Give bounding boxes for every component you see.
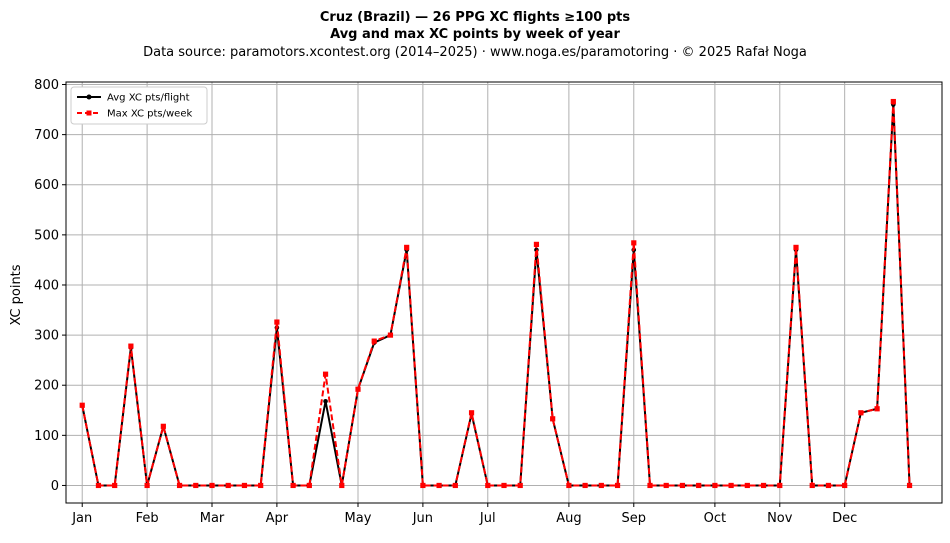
max-data-point (371, 338, 377, 344)
y-tick-label: 600 (34, 178, 59, 193)
max-data-point (906, 482, 913, 489)
max-data-point (241, 482, 248, 489)
max-data-point (533, 241, 540, 247)
x-tick-label: Oct (704, 511, 726, 526)
max-data-point (728, 482, 734, 489)
max-data-point (387, 332, 394, 338)
max-data-point (696, 482, 702, 489)
max-data-point (95, 482, 102, 489)
y-tick-label: 800 (34, 78, 59, 93)
max-data-point (160, 423, 166, 429)
x-tick-label: Mar (200, 511, 225, 526)
max-data-point (274, 319, 280, 325)
legend-max-label: Max XC pts/week (107, 109, 192, 120)
max-data-point (679, 482, 686, 489)
x-tick-label: Jun (412, 511, 433, 526)
max-data-point (306, 482, 312, 489)
x-tick-label: Jul (479, 511, 496, 526)
max-data-point (79, 402, 85, 408)
max-data-point (355, 386, 361, 392)
max-data-point (874, 406, 880, 412)
max-data-point (322, 371, 329, 377)
max-data-point (485, 482, 491, 489)
grid-layer (66, 82, 942, 503)
y-tick-label: 200 (34, 379, 59, 394)
max-data-point (842, 482, 848, 489)
x-tick-label: May (345, 511, 372, 526)
max-data-point (404, 244, 410, 250)
x-tick-label: Nov (767, 511, 793, 526)
max-series-line (81, 100, 911, 487)
max-data-point (566, 482, 572, 489)
y-tick-label: 100 (34, 429, 59, 444)
axis-layer: 0 100 200 300 400 500 600 700 800 Jan Feb Mar Apr May… (34, 78, 857, 526)
x-tick-label: Apr (266, 511, 289, 526)
max-data-point (209, 482, 215, 489)
max-data-point (112, 482, 118, 489)
series-layer (79, 98, 913, 489)
y-tick-label: 0 (51, 479, 59, 494)
max-data-point (712, 482, 718, 489)
max-data-point (517, 482, 523, 489)
max-data-point (777, 482, 783, 489)
max-data-point (225, 482, 231, 489)
x-tick-label: Sep (622, 511, 647, 526)
max-data-point (290, 482, 296, 489)
max-data-point (436, 482, 442, 489)
avg-data-point (323, 398, 328, 404)
chart-title: Cruz (Brazil) — 26 PPG XC flights ≥100 p… (320, 10, 631, 25)
x-tick-label: Jan (71, 511, 92, 526)
max-data-point (144, 482, 150, 489)
max-data-point (825, 482, 832, 489)
max-data-point (420, 482, 426, 489)
max-data-point (744, 482, 750, 489)
max-data-point (614, 482, 621, 489)
max-data-point (176, 482, 183, 489)
max-data-point (890, 98, 896, 105)
max-data-point (468, 410, 475, 416)
plot-frame (65, 81, 943, 504)
max-data-point (809, 482, 815, 489)
chart-source: Data source: paramotors.xcontest.org (20… (143, 45, 807, 60)
avg-series-line (81, 103, 911, 487)
legend-box (70, 86, 208, 125)
max-data-point (501, 482, 507, 489)
legend-avg-label: Avg XC pts/flight (107, 93, 190, 104)
x-tick-label: Feb (136, 511, 159, 526)
y-tick-label: 300 (34, 329, 59, 344)
max-data-point (631, 240, 637, 246)
max-data-point (858, 410, 864, 416)
y-tick-label: 700 (34, 128, 59, 143)
chart-legend: Avg XC pts/flight Max XC pts/week (70, 86, 208, 125)
max-data-point (582, 482, 588, 489)
max-data-point (452, 482, 458, 489)
max-data-point (663, 482, 669, 489)
x-tick-label: Dec (832, 511, 857, 526)
max-data-point (647, 482, 653, 489)
chart-subtitle: Avg and max XC points by week of year (330, 27, 620, 42)
y-tick-label: 400 (34, 278, 59, 293)
max-data-point (760, 482, 767, 489)
legend-avg-marker (86, 94, 92, 100)
y-tick-label: 500 (34, 228, 59, 243)
max-data-point (258, 482, 264, 489)
max-data-point (793, 244, 799, 250)
x-tick-label: Aug (556, 511, 581, 526)
max-data-point (598, 482, 604, 489)
max-data-point (339, 482, 345, 489)
max-data-point (193, 482, 199, 489)
legend-max-marker (86, 110, 92, 116)
max-data-point (550, 416, 556, 422)
max-data-point (128, 343, 134, 349)
y-axis-label: XC points (9, 264, 24, 325)
